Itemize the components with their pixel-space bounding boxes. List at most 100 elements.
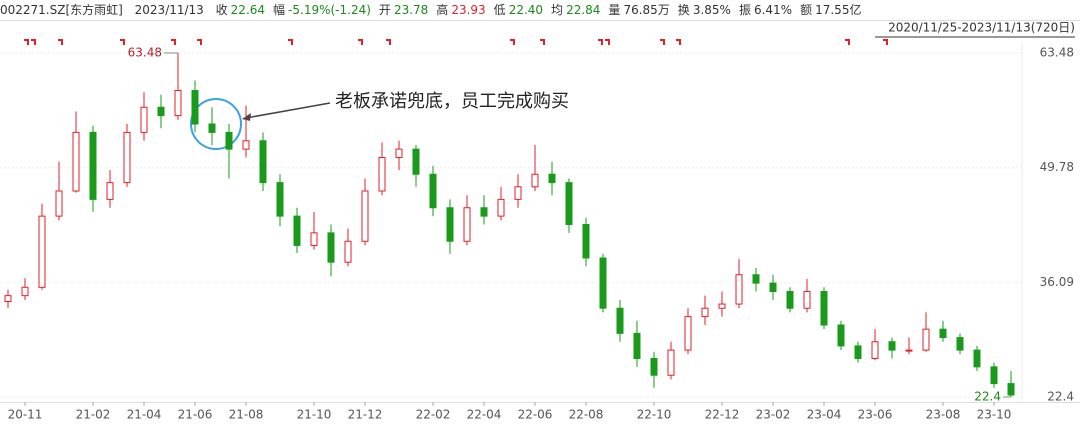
max-label: 63.48 <box>128 46 162 60</box>
candle-body <box>650 357 658 376</box>
quote-label: 幅 <box>273 3 286 17</box>
candle-body <box>854 345 862 359</box>
candle-body <box>72 131 80 192</box>
x-tick-label: 22-10 <box>637 408 672 422</box>
quote-item: 收 22.64 <box>216 3 265 17</box>
x-tick-label: 23-04 <box>807 408 842 422</box>
quote-value: 76.85万 <box>623 3 670 17</box>
candle-body <box>480 207 488 217</box>
x-tick-label: 21-10 <box>297 408 332 422</box>
quote-label: 收 <box>215 3 228 17</box>
candle-body <box>684 316 692 351</box>
min-label: 22.4 <box>974 390 1001 404</box>
candle-body <box>497 198 505 217</box>
candle-body <box>769 282 777 292</box>
quote-label: 开 <box>378 3 391 17</box>
candle-body <box>582 223 590 259</box>
annotation: 老板承诺兜底，员工完成购买 <box>335 91 569 112</box>
x-tick-label: 21-06 <box>178 408 213 422</box>
quote-item: 额 17.55亿 <box>800 3 861 17</box>
symbol: 002271.SZ[东方雨虹] <box>0 3 123 17</box>
quote-value: 3.85% <box>692 3 731 17</box>
candle-body <box>89 131 97 200</box>
quote-item: 低 22.40 <box>494 3 543 17</box>
candle-body <box>871 341 879 359</box>
candle-body <box>412 148 420 175</box>
quote-label: 振 <box>738 3 751 17</box>
candle-body <box>361 190 369 242</box>
candle-body <box>21 286 29 297</box>
candle-body <box>735 274 743 305</box>
y-tick-label: 63.48 <box>1040 46 1074 60</box>
candle-body <box>446 207 454 242</box>
candle-body <box>310 232 318 246</box>
candle-body <box>327 232 335 263</box>
candle-body <box>140 106 148 133</box>
candle-body <box>752 274 760 284</box>
quote-label: 量 <box>608 3 621 17</box>
candle-body <box>514 186 522 200</box>
candle-body <box>208 123 216 133</box>
x-tick-label: 23-10 <box>977 408 1012 422</box>
candle-body <box>633 332 641 359</box>
candle-body <box>973 349 981 368</box>
candle-body <box>905 349 913 352</box>
candle-body <box>599 257 607 309</box>
y-tick-label: 49.78 <box>1040 160 1074 174</box>
quote-item: 换 3.85% <box>678 3 731 17</box>
quote-item: 开 23.78 <box>379 3 428 17</box>
candle-body <box>191 90 199 125</box>
candle-body <box>106 182 114 200</box>
quote-item: 振 6.41% <box>739 3 792 17</box>
quote-value: 6.41% <box>753 3 793 17</box>
quote-value: 22.40 <box>508 3 544 17</box>
candle-body <box>837 324 845 347</box>
y-tick-label: 22.4 <box>1047 390 1074 404</box>
candle-body <box>38 215 46 288</box>
candle-body <box>225 131 233 150</box>
quote-value: 23.93 <box>451 3 486 17</box>
event-markers <box>24 39 888 45</box>
x-tick-label: 22-04 <box>467 408 502 422</box>
candle-body <box>718 303 726 309</box>
x-tick-label: 23-06 <box>858 408 893 422</box>
x-tick-label: 22-02 <box>416 408 451 422</box>
quote-label: 高 <box>436 3 449 17</box>
candle-body <box>701 307 709 318</box>
candle-body <box>293 215 301 246</box>
candle-body <box>939 328 947 339</box>
date: 2023/11/13 <box>134 3 204 17</box>
quote-value: 22.64 <box>230 3 266 17</box>
candle-body <box>616 307 624 334</box>
highlight-circle <box>190 98 242 150</box>
candle-body <box>157 106 165 117</box>
candle-body <box>55 190 63 217</box>
quote-item: 均 22.84 <box>551 3 600 17</box>
x-tick-label: 22-12 <box>705 408 740 422</box>
candle-body <box>820 290 828 326</box>
candle-body <box>667 349 675 376</box>
quote-value: 23.78 <box>393 3 429 17</box>
candle-body <box>990 366 998 385</box>
candle-body <box>344 240 352 263</box>
quote-header: 002271.SZ[东方雨虹] 2023/11/13 收 22.64 幅 -5.19%… <box>0 0 1080 20</box>
candle-body <box>429 173 437 209</box>
quote-value: 22.84 <box>566 3 601 17</box>
range-label: 2020/11/25-2023/11/13(720日) <box>888 21 1075 35</box>
candle-body <box>463 207 471 242</box>
x-tick-label: 21-04 <box>127 408 162 422</box>
candle-body <box>123 131 131 184</box>
x-tick-label: 21-02 <box>76 408 111 422</box>
candle-body <box>276 182 284 217</box>
candle-body <box>531 173 539 188</box>
annotation-arrow <box>245 102 331 119</box>
quote-label: 均 <box>551 3 564 17</box>
candle-body <box>395 148 403 159</box>
quote-value: 17.55亿 <box>815 3 862 17</box>
x-tick-label: 23-08 <box>926 408 961 422</box>
quote-item: 量 76.85万 <box>608 3 669 17</box>
x-tick-label: 22-06 <box>518 408 553 422</box>
candle-body <box>242 140 250 150</box>
y-tick-label: 36.09 <box>1040 275 1074 289</box>
